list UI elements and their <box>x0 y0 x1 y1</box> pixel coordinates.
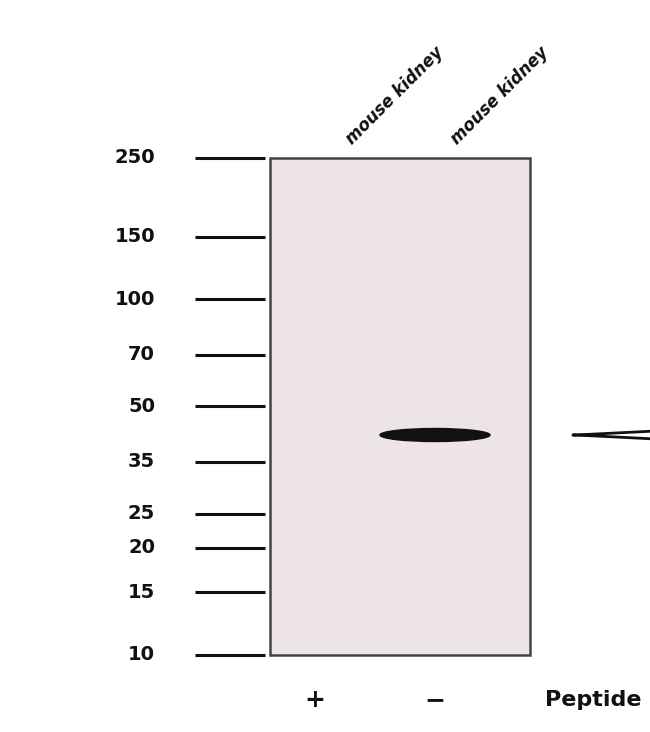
Bar <box>270 158 530 655</box>
Text: 250: 250 <box>114 149 155 168</box>
Text: 35: 35 <box>128 452 155 471</box>
Text: 20: 20 <box>128 539 155 558</box>
Text: mouse kidney: mouse kidney <box>343 43 447 148</box>
Text: 50: 50 <box>128 397 155 416</box>
Text: 150: 150 <box>114 228 155 247</box>
Text: 100: 100 <box>114 290 155 309</box>
Text: 10: 10 <box>128 646 155 665</box>
Text: Peptide: Peptide <box>545 690 642 710</box>
Text: 15: 15 <box>128 583 155 602</box>
Ellipse shape <box>380 428 490 441</box>
Text: −: − <box>424 688 445 712</box>
Text: 70: 70 <box>128 345 155 364</box>
Text: +: + <box>305 688 326 712</box>
Text: mouse kidney: mouse kidney <box>447 43 552 148</box>
Text: 25: 25 <box>128 504 155 523</box>
